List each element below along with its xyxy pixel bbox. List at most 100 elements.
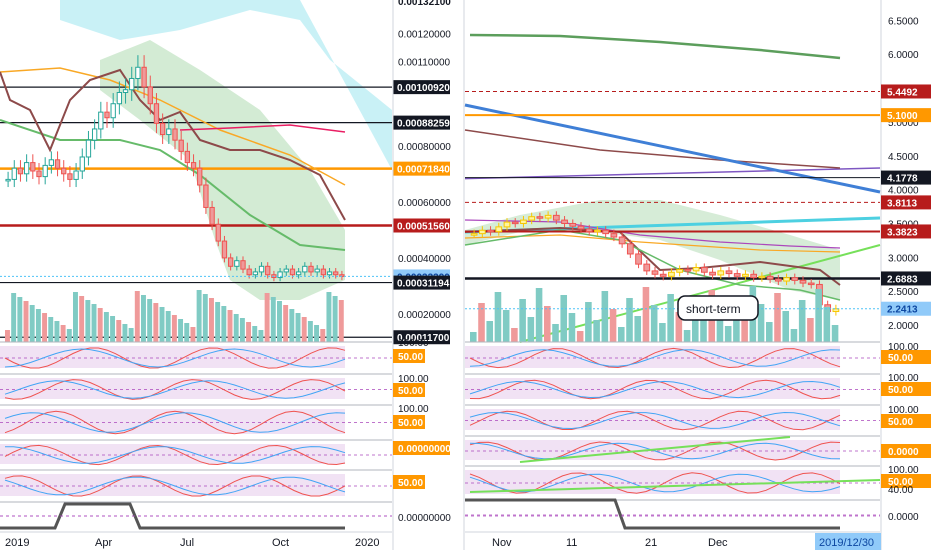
left-volume-bar-9: [60, 325, 66, 342]
left-volume-bar-7: [48, 317, 54, 342]
left-volume-bar-42: [264, 293, 270, 342]
left-candle-14: [91, 128, 98, 141]
left-candle-28: [178, 139, 184, 152]
left-volume-bar-33: [209, 298, 214, 342]
left-axis-badge-label-5: 0.00031194: [397, 279, 450, 290]
right-volume-bar-35: [757, 304, 765, 342]
left-volume-bar-1: [11, 293, 17, 342]
left-candle-49: [308, 265, 314, 273]
right-volume-bar-18: [618, 327, 625, 342]
right-ind-label-3: 50.00: [888, 385, 913, 396]
left-candle-25: [159, 122, 166, 136]
right-ma-green-long: [469, 33, 841, 60]
left-ind-label-5: 50.00: [398, 418, 423, 429]
left-volume-bar-32: [202, 294, 208, 342]
left-ind-label-3: 50.00: [398, 386, 423, 397]
right-ind-label-10: 0.0000: [888, 512, 919, 523]
right-ind-badge-8: [881, 474, 931, 488]
left-volume-bar-25: [159, 307, 165, 342]
left-candle-31: [197, 167, 203, 186]
right-candle-31: [725, 270, 733, 275]
left-volume-bar-6: [42, 313, 48, 342]
right-volume-bar-0: [470, 332, 477, 342]
left-pane-line-a-0: [4, 347, 346, 369]
left-volume-bar-16: [103, 312, 109, 342]
right-ind-label-9: 40.00: [888, 485, 913, 496]
left-candle-19: [122, 89, 129, 94]
right-ma-purple: [464, 167, 881, 180]
left-axis-top-label: 0.00132100: [398, 0, 451, 8]
left-pane-line-a-4: [4, 475, 346, 497]
right-axis-badge-0: [881, 84, 931, 99]
left-volume-bar-5: [35, 309, 41, 342]
right-ind-label-1: 50.00: [888, 353, 913, 364]
left-time-label-3: Oct: [272, 537, 289, 549]
right-candle-5: [511, 221, 519, 225]
right-candle-13: [577, 225, 585, 230]
right-candle-6: [520, 219, 527, 224]
left-pane-band-3: [0, 444, 345, 464]
right-time-label-3: Dec: [708, 537, 728, 549]
left-volume-bar-35: [221, 306, 227, 342]
right-candle-37: [774, 278, 782, 282]
left-candle-9: [61, 167, 67, 175]
left-volume-bar-36: [227, 310, 233, 342]
right-volume-bar-8: [535, 288, 543, 342]
right-axis-badge-5: [881, 271, 931, 286]
left-candle-45: [283, 268, 289, 273]
right-axis-badge-label-6: 2.2413: [887, 305, 918, 316]
right-candle-44: [832, 308, 840, 313]
left-pane-line-a-1: [4, 379, 346, 400]
left-axis-tick-4: 0.00040000: [398, 254, 451, 265]
right-candle-0: [470, 233, 478, 236]
right-candle-33: [742, 273, 749, 277]
left-volume-bar-28: [178, 319, 184, 342]
left-candle-50: [314, 268, 320, 273]
right-volume-bar-11: [560, 295, 568, 342]
right-axis-tick-6: 3.0000: [888, 253, 919, 264]
right-volume-bar-2: [486, 321, 494, 342]
right-pane-line-a-0: [469, 347, 841, 369]
left-candle-6: [42, 164, 48, 178]
left-volume-bar-29: [184, 323, 190, 342]
left-volume-bar-4: [29, 305, 35, 342]
left-volume-bar-41: [258, 330, 264, 342]
right-axis-tick-3: 4.5000: [888, 152, 919, 163]
right-axis-tick-1: 6.0000: [888, 50, 919, 61]
left-candle-11: [73, 170, 79, 180]
right-pane-line-a-3: [469, 441, 841, 461]
right-candle-24: [668, 271, 675, 277]
left-volume-bar-34: [215, 302, 221, 342]
left-ma-pink: [179, 124, 346, 133]
left-candle-47: [295, 271, 302, 276]
left-candle-46: [289, 268, 296, 276]
left-volume-bar-47: [295, 313, 301, 342]
right-macd-trendline: [519, 436, 791, 463]
left-candle-32: [203, 184, 209, 208]
left-ma-green: [0, 119, 346, 251]
left-pane-line-b-3: [4, 446, 346, 464]
left-volume-bar-37: [233, 314, 239, 342]
right-time-label-1: 11: [566, 537, 577, 549]
left-time-label-0: 2019: [5, 537, 29, 549]
left-ma-orange: [0, 67, 346, 186]
right-axis-badge-label-5: 2.6883: [887, 274, 918, 285]
right-candle-30: [717, 270, 725, 276]
right-candle-25: [676, 269, 684, 273]
left-candle-51: [320, 268, 327, 276]
left-volume-bar-12: [79, 296, 85, 342]
short-term-annotation-text: short-term: [686, 302, 741, 316]
left-volume-bar-19: [122, 324, 128, 342]
right-trendline-green: [519, 244, 881, 343]
left-axis-badge-2: [393, 161, 450, 176]
cursor-date-badge: [815, 533, 881, 550]
left-volume-bar-20: [128, 328, 134, 342]
left-candle-40: [252, 271, 259, 276]
left-volume-bar-39: [246, 322, 252, 342]
left-volume-bar-13: [85, 300, 91, 342]
left-volume-bar-50: [314, 325, 320, 342]
right-candle-19: [626, 243, 634, 255]
right-axis-tick-2: 5.0000: [888, 118, 919, 129]
right-candle-20: [635, 253, 642, 265]
